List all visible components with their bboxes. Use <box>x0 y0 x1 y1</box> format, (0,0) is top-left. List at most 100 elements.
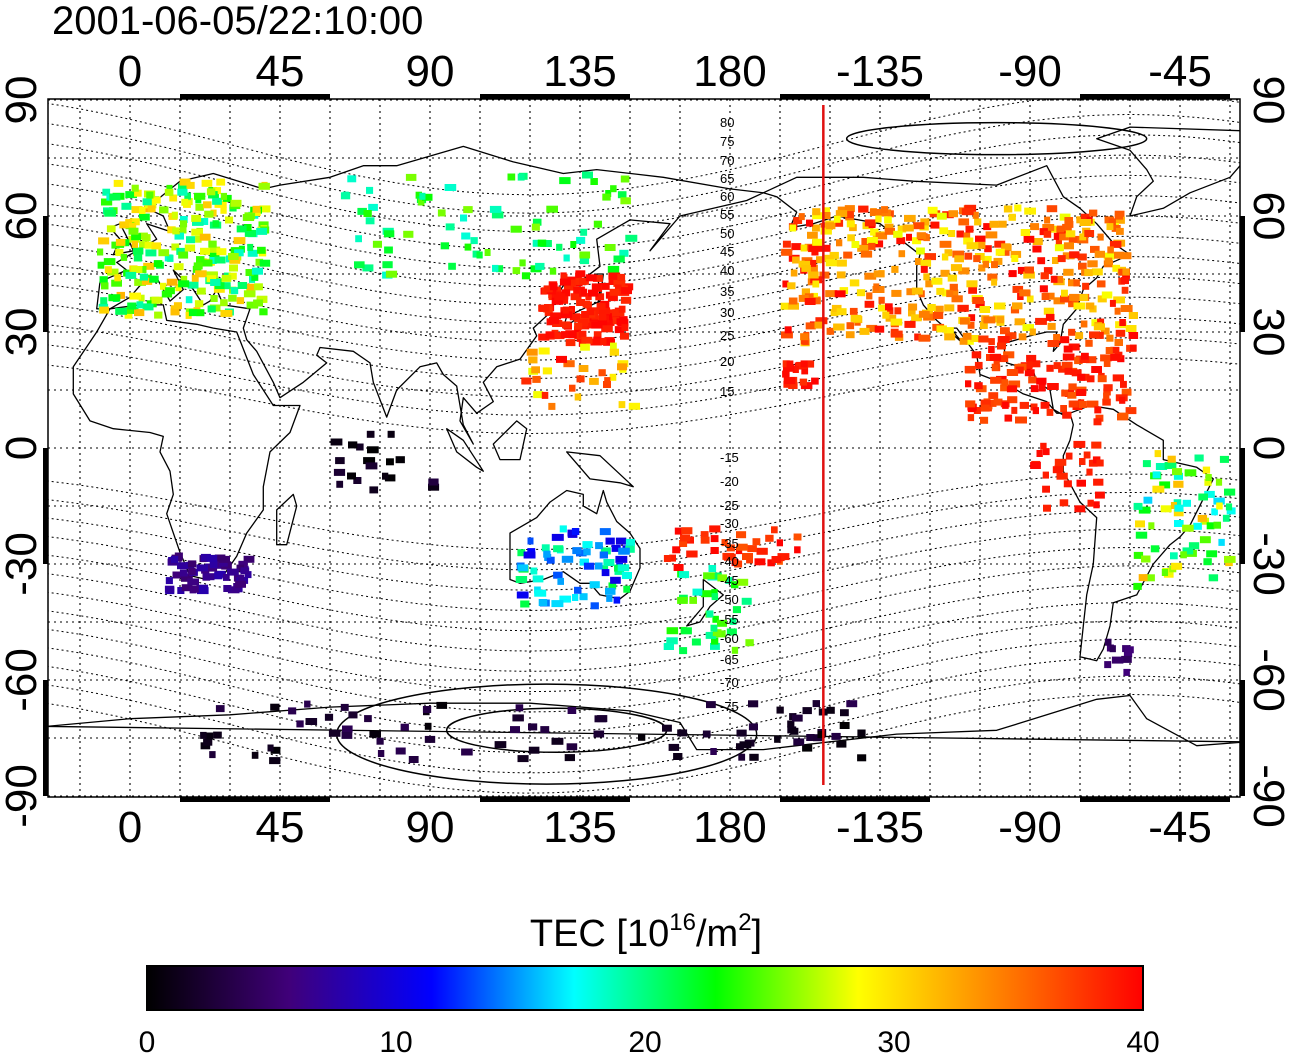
tec-cell <box>731 581 739 589</box>
tec-cell <box>963 237 974 245</box>
tec-cell <box>1056 225 1065 233</box>
map-gridlines <box>48 99 1240 797</box>
tec-cell <box>1086 375 1095 383</box>
tec-cell <box>120 253 128 261</box>
tec-cell <box>703 572 715 580</box>
tec-cell <box>158 249 170 257</box>
tec-cell <box>1226 507 1236 515</box>
tec-cell <box>804 259 817 267</box>
tec-cell <box>542 367 552 375</box>
tec-cell <box>1119 319 1126 326</box>
tec-cell <box>600 337 607 345</box>
lon-tick-label-top: 45 <box>256 47 305 96</box>
tec-cell <box>115 249 124 256</box>
tec-cell <box>870 228 879 236</box>
tec-cell <box>541 544 550 552</box>
lat-tick-label-right: 90 <box>1244 76 1292 125</box>
tec-cell <box>567 707 577 714</box>
lon-tick-label-top: 90 <box>406 47 455 96</box>
tec-cell <box>1211 508 1218 516</box>
tec-cell <box>178 251 189 259</box>
tec-cell <box>444 184 457 191</box>
magnetic-latitude-label: 65 <box>720 171 734 186</box>
tec-cell <box>527 537 534 545</box>
tec-cell <box>808 271 819 279</box>
tec-cell <box>186 181 195 189</box>
tec-cell <box>1093 418 1102 426</box>
tec-cell <box>139 241 150 249</box>
lon-tick-label-bottom: 0 <box>118 803 142 852</box>
tec-cell <box>1150 545 1160 553</box>
tec-cell <box>1039 384 1046 392</box>
tec-cell <box>424 735 436 743</box>
tec-cell <box>810 276 822 284</box>
tec-cell <box>857 244 869 252</box>
tec-cell <box>1024 207 1036 215</box>
tec-cell <box>834 215 841 223</box>
tec-cell <box>115 238 126 246</box>
tec-cell <box>811 377 819 385</box>
tec-cell <box>1006 369 1019 376</box>
tec-cell <box>574 322 583 330</box>
tec-cell <box>405 173 417 181</box>
tec-cell <box>424 722 432 730</box>
tec-cell <box>179 216 188 223</box>
tec-cell <box>875 232 888 240</box>
tec-cell <box>304 700 311 708</box>
tec-cell <box>592 274 603 282</box>
tec-cell <box>557 577 564 585</box>
tec-cell <box>1061 361 1073 369</box>
tec-cell <box>1047 340 1060 347</box>
tec-cell <box>920 259 932 267</box>
tec-cell <box>790 269 798 277</box>
tec-cell <box>1105 347 1113 354</box>
tec-cell <box>971 351 982 359</box>
tec-cell <box>1024 266 1034 274</box>
tec-cell <box>958 267 970 275</box>
tec-cell <box>1040 401 1050 409</box>
tec-cell <box>1173 509 1184 517</box>
tec-cell <box>1084 230 1095 237</box>
tec-cell <box>1142 460 1151 468</box>
tec-cell <box>540 726 550 734</box>
tec-cell <box>824 254 834 262</box>
tec-cell <box>1206 522 1215 530</box>
tec-cell <box>347 472 356 480</box>
tec-cell <box>663 643 674 650</box>
tec-cell <box>134 278 146 286</box>
tec-cell <box>1082 282 1090 290</box>
tec-cell <box>1085 356 1097 364</box>
tec-cell <box>196 587 209 595</box>
tec-cell <box>972 297 984 304</box>
tec-cell <box>422 193 433 201</box>
lat-tick-label-right: 30 <box>1244 308 1292 357</box>
tec-cell <box>936 287 945 295</box>
tec-cell <box>164 188 174 196</box>
tec-cell <box>97 261 105 269</box>
tec-cell <box>1044 216 1051 224</box>
tec-cell <box>975 235 986 243</box>
magnetic-contour <box>48 583 1240 672</box>
tec-cell <box>1114 307 1121 315</box>
tec-cell <box>666 637 678 645</box>
tec-cell <box>1076 479 1086 487</box>
tec-cell <box>1148 522 1155 530</box>
tec-cell <box>860 250 873 258</box>
tec-cell <box>864 300 875 308</box>
tec-cell <box>983 316 996 324</box>
frame-segment <box>43 448 48 564</box>
tec-cell <box>180 275 188 283</box>
tec-cell <box>571 528 580 535</box>
tec-cell <box>674 527 683 535</box>
tec-cell <box>981 255 992 263</box>
tec-cell <box>1152 485 1165 493</box>
tec-cell <box>677 729 688 737</box>
north-pole-contour <box>845 121 1148 156</box>
frame-segment <box>1240 680 1245 796</box>
magnetic-latitude-label: -20 <box>720 474 739 489</box>
tec-cell <box>574 393 582 401</box>
tec-cell <box>195 203 204 211</box>
tec-cell <box>672 546 681 554</box>
tec-cell <box>608 309 616 317</box>
tec-cell <box>1077 373 1086 381</box>
